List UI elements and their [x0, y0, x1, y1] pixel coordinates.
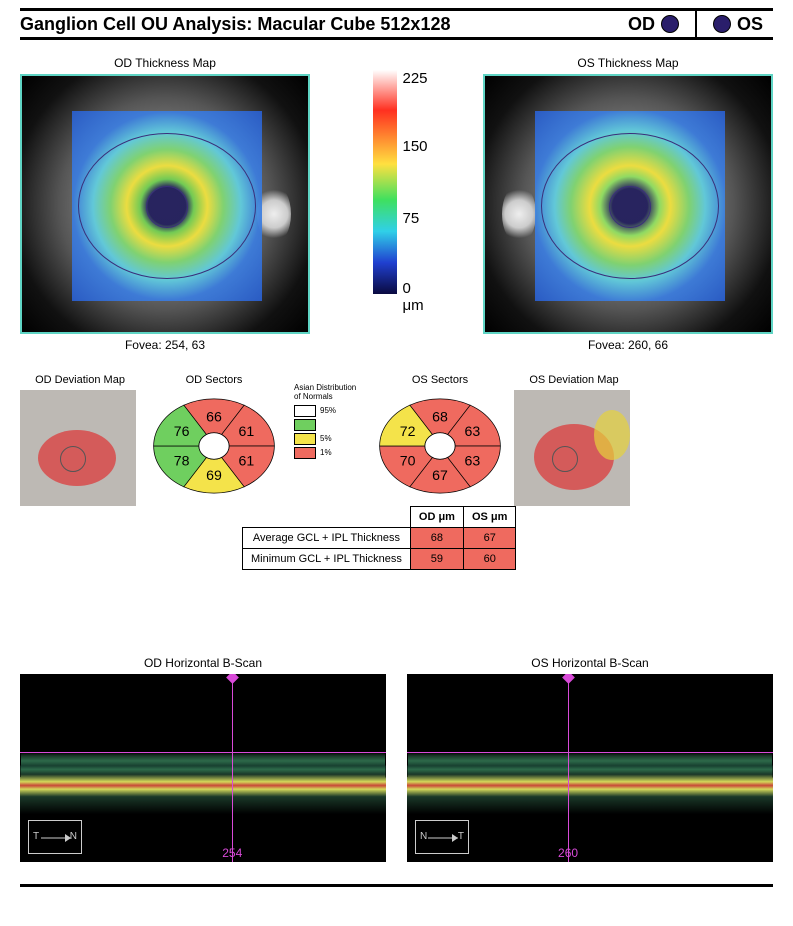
od-sectors-title: OD Sectors	[186, 374, 243, 386]
legend-swatch-green	[294, 419, 316, 431]
bottom-rule	[20, 884, 773, 887]
col-os: OS μm	[463, 507, 515, 528]
legend-5: 5%	[320, 434, 332, 443]
scale-mid-high: 150	[403, 138, 428, 155]
svg-text:68: 68	[432, 408, 448, 424]
svg-text:70: 70	[400, 452, 416, 468]
od-bscan-block: OD Horizontal B-Scan 254 T N	[20, 652, 386, 862]
os-sectors-block: OS Sectors 68 63 63 67 70 72	[374, 370, 506, 502]
eye-dot-icon	[713, 15, 731, 33]
scale-max: 225	[403, 70, 428, 87]
os-label: OS	[737, 14, 763, 35]
gcl-table-block: OD μm OS μm Average GCL + IPL Thickness …	[242, 506, 516, 570]
od-deviation-map	[20, 390, 136, 506]
col-od: OD μm	[410, 507, 463, 528]
legend-95: 95%	[320, 406, 336, 415]
os-bscan-title: OS Horizontal B-Scan	[407, 656, 773, 670]
legend-1: 1%	[320, 448, 332, 457]
legend-swatch-red	[294, 447, 316, 459]
scale-mid-low: 75	[403, 210, 420, 227]
os-sectors-chart: 68 63 63 67 70 72	[374, 390, 506, 502]
report-title: Ganglion Cell OU Analysis: Macular Cube …	[20, 14, 618, 35]
mid-row: OD Deviation Map OD Sectors 66 61 61 69 78 76…	[20, 370, 773, 506]
svg-text:78: 78	[174, 452, 190, 468]
header-od: OD	[618, 11, 697, 37]
bscan-row: OD Horizontal B-Scan 254 T N OS Horizont…	[20, 652, 773, 862]
svg-text:63: 63	[465, 452, 481, 468]
os-deviation-map	[514, 390, 630, 506]
os-bscan-marker: 260	[558, 846, 578, 860]
od-thickness-block: OD Thickness Map Fovea: 254, 63	[20, 52, 310, 356]
os-fovea-coord: Fovea: 260, 66	[483, 338, 773, 352]
os-compass-icon: N T	[415, 820, 469, 854]
report-root: Ganglion Cell OU Analysis: Macular Cube …	[0, 0, 793, 895]
row-avg-label: Average GCL + IPL Thickness	[243, 528, 411, 549]
legend-swatch-yellow	[294, 433, 316, 445]
svg-text:63: 63	[465, 423, 481, 439]
color-scale: 225 150 75 0 μm	[347, 52, 447, 356]
svg-text:67: 67	[432, 467, 448, 483]
od-thickness-map	[20, 74, 310, 334]
svg-text:76: 76	[174, 423, 190, 439]
min-os-cell: 60	[463, 549, 515, 570]
svg-text:61: 61	[239, 452, 255, 468]
od-bscan-image: 254 T N	[20, 674, 386, 862]
od-bscan-marker: 254	[222, 846, 242, 860]
od-deviation-title: OD Deviation Map	[20, 374, 140, 386]
od-deviation-block: OD Deviation Map	[20, 370, 140, 506]
svg-text:72: 72	[400, 423, 416, 439]
od-bscan-title: OD Horizontal B-Scan	[20, 656, 386, 670]
svg-text:61: 61	[239, 423, 255, 439]
od-label: OD	[628, 14, 655, 35]
legend-swatch-white	[294, 405, 316, 417]
os-thickness-title: OS Thickness Map	[483, 56, 773, 70]
avg-od-cell: 68	[410, 528, 463, 549]
svg-text:66: 66	[206, 408, 222, 424]
od-thickness-title: OD Thickness Map	[20, 56, 310, 70]
eye-dot-icon	[661, 15, 679, 33]
row-min-label: Minimum GCL + IPL Thickness	[243, 549, 411, 570]
header-bar: Ganglion Cell OU Analysis: Macular Cube …	[20, 8, 773, 40]
od-sectors-block: OD Sectors 66 61 61 69 78 76	[148, 370, 280, 502]
scale-min: 0 μm	[403, 280, 424, 314]
os-deviation-block: OS Deviation Map	[514, 370, 634, 506]
os-thickness-block: OS Thickness Map Fovea: 260, 66	[483, 52, 773, 356]
os-bscan-block: OS Horizontal B-Scan 260 N T	[407, 652, 773, 862]
avg-os-cell: 67	[463, 528, 515, 549]
od-fovea-coord: Fovea: 254, 63	[20, 338, 310, 352]
header-os: OS	[697, 11, 773, 37]
legend-title: Asian Distribution of Normals	[294, 384, 360, 402]
color-scale-bar	[373, 70, 397, 294]
od-sectors-chart: 66 61 61 69 78 76	[148, 390, 280, 502]
os-sectors-title: OS Sectors	[412, 374, 468, 386]
gcl-table: OD μm OS μm Average GCL + IPL Thickness …	[242, 506, 516, 570]
os-thickness-map	[483, 74, 773, 334]
os-bscan-image: 260 N T	[407, 674, 773, 862]
thickness-row: OD Thickness Map Fovea: 254, 63 225 150 …	[20, 52, 773, 356]
od-compass-icon: T N	[28, 820, 82, 854]
normative-legend: Asian Distribution of Normals 95% 5% 1%	[294, 384, 360, 460]
svg-text:69: 69	[206, 467, 222, 483]
min-od-cell: 59	[410, 549, 463, 570]
os-deviation-title: OS Deviation Map	[514, 374, 634, 386]
